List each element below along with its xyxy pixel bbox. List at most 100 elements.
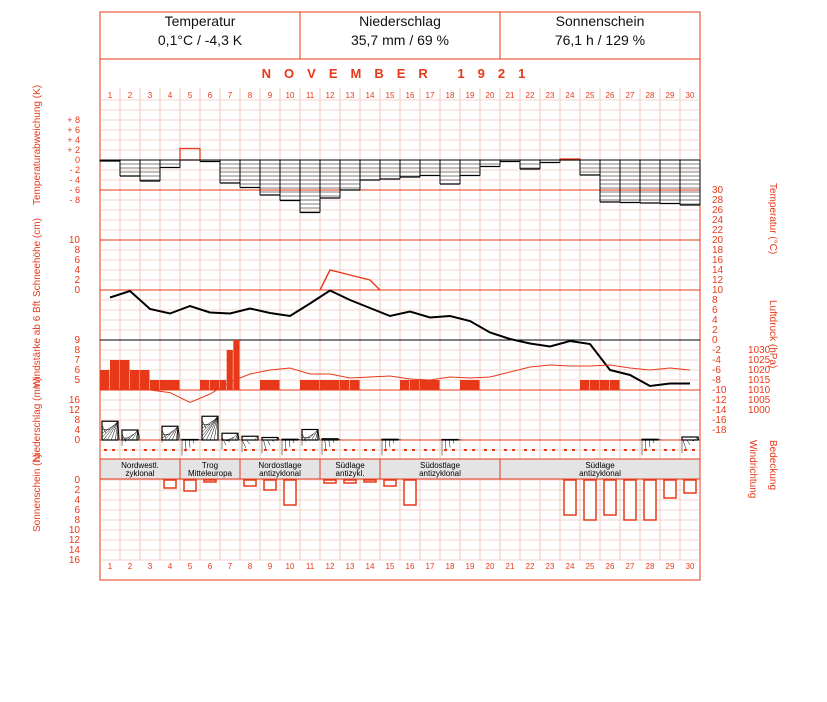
precip-bar [241, 435, 259, 441]
day-label-top: 4 [168, 91, 173, 100]
tick-temperature: 22 [712, 225, 724, 236]
sunshine-bar [203, 479, 217, 483]
wind-bar [590, 380, 600, 390]
chart-title: NOVEMBER 1921 [261, 66, 539, 81]
precip-hatch [275, 437, 279, 441]
wind-bar [220, 380, 227, 390]
tick-temperature: -6 [712, 365, 721, 376]
tick-snow: 4 [74, 265, 80, 276]
precip-hatch [103, 421, 119, 441]
weather-type-label: Südostlage [420, 461, 461, 470]
tick-precip: 4 [74, 425, 80, 436]
sunshine-bar [403, 479, 417, 506]
precip-hatch [117, 421, 120, 441]
sunshine-bar [283, 479, 297, 506]
precip-hatch [242, 439, 247, 449]
precip-hatch [237, 433, 240, 441]
tick-wind: 7 [74, 355, 80, 366]
day-label-top: 13 [346, 91, 355, 100]
precip-hatch [694, 436, 699, 441]
tick-temperature: 8 [712, 295, 718, 306]
tick-precip: 16 [69, 395, 81, 406]
precip-hatch [397, 439, 399, 441]
wind-dir-mark [652, 449, 655, 451]
wind-dir-mark [624, 449, 627, 451]
day-label-top: 26 [606, 91, 615, 100]
weather-type-label: zyklonal [126, 469, 155, 478]
wind-dir-mark [532, 449, 535, 451]
wind-dir-mark [224, 449, 227, 451]
tick-sun: 6 [74, 505, 80, 516]
wind-dir-mark [144, 449, 147, 451]
precip-hatch [235, 433, 239, 441]
precip-hatch [657, 439, 662, 441]
wind-dir-mark [304, 449, 307, 451]
wind-bar [120, 360, 130, 390]
day-label-top: 27 [626, 91, 635, 100]
day-label-bottom: 24 [566, 562, 575, 571]
wind-dir-mark [544, 449, 547, 451]
wind-dir-mark [172, 449, 175, 451]
tick-temperature: -16 [712, 415, 727, 426]
precip-hatch [201, 420, 215, 429]
wind-dir-mark [364, 449, 367, 451]
wind-dir-mark [192, 449, 195, 451]
wind-dir-mark [384, 449, 387, 451]
day-label-bottom: 17 [426, 562, 435, 571]
day-label-top: 24 [566, 91, 575, 100]
tick-temp-anomaly: + 8 [67, 115, 80, 125]
precip-hatch [686, 439, 691, 446]
wind-bar [200, 380, 210, 390]
day-label-bottom: 10 [286, 562, 295, 571]
tick-snow: 10 [69, 235, 81, 246]
day-label-top: 19 [466, 91, 475, 100]
sunshine-bar [623, 479, 637, 521]
precip-hatch [307, 429, 319, 441]
day-label-bottom: 8 [248, 562, 253, 571]
weather-type-label: Trog [202, 461, 218, 470]
day-label-top: 17 [426, 91, 435, 100]
tick-temperature: 30 [712, 185, 724, 196]
tick-temperature: 16 [712, 255, 724, 266]
header-precipitation-title: Niederschlag [359, 13, 441, 29]
day-label-top: 7 [228, 91, 233, 100]
day-label-bottom: 16 [406, 562, 415, 571]
wind-bar [160, 380, 180, 390]
header-sunshine-value: 76,1 h / 129 % [554, 32, 646, 48]
precip-hatch [115, 421, 119, 441]
day-label-bottom: 7 [228, 562, 233, 571]
wind-dir-mark [684, 449, 687, 451]
tick-temperature: -12 [712, 395, 727, 406]
wind-dir-mark [184, 449, 187, 451]
tick-snow: 0 [74, 285, 80, 296]
precip-hatch [657, 439, 659, 441]
weather-type-cell [499, 458, 701, 480]
wind-bar [110, 360, 120, 390]
weather-type-label: antizyklonal [259, 469, 301, 478]
day-label-top: 8 [248, 91, 253, 100]
precip-hatch [297, 439, 299, 441]
precip-hatch [223, 439, 231, 442]
sunshine-bar [243, 479, 257, 487]
precip-hatch [254, 436, 259, 441]
tick-sun: 8 [74, 515, 80, 526]
precip-hatch [653, 439, 655, 444]
wind-dir-mark [232, 449, 235, 451]
day-label-top: 12 [326, 91, 335, 100]
weather-type-label: antizyklonal [419, 469, 461, 478]
day-label-bottom: 23 [546, 562, 555, 571]
tick-pressure: 1010 [748, 385, 771, 396]
wind-dir-mark [104, 449, 107, 451]
precip-hatch [649, 439, 651, 448]
tick-temperature: 26 [712, 205, 724, 216]
tick-temperature: -2 [712, 345, 721, 356]
precip-hatch [449, 439, 451, 448]
wind-dir-mark [132, 449, 135, 451]
wind-dir-mark [592, 449, 595, 451]
wind-dir-mark [492, 449, 495, 451]
precip-hatch [682, 439, 687, 450]
tick-precip: 12 [69, 405, 81, 416]
wind-dir-mark [372, 449, 375, 451]
day-label-top: 1 [108, 91, 113, 100]
wind-bar [460, 380, 480, 390]
